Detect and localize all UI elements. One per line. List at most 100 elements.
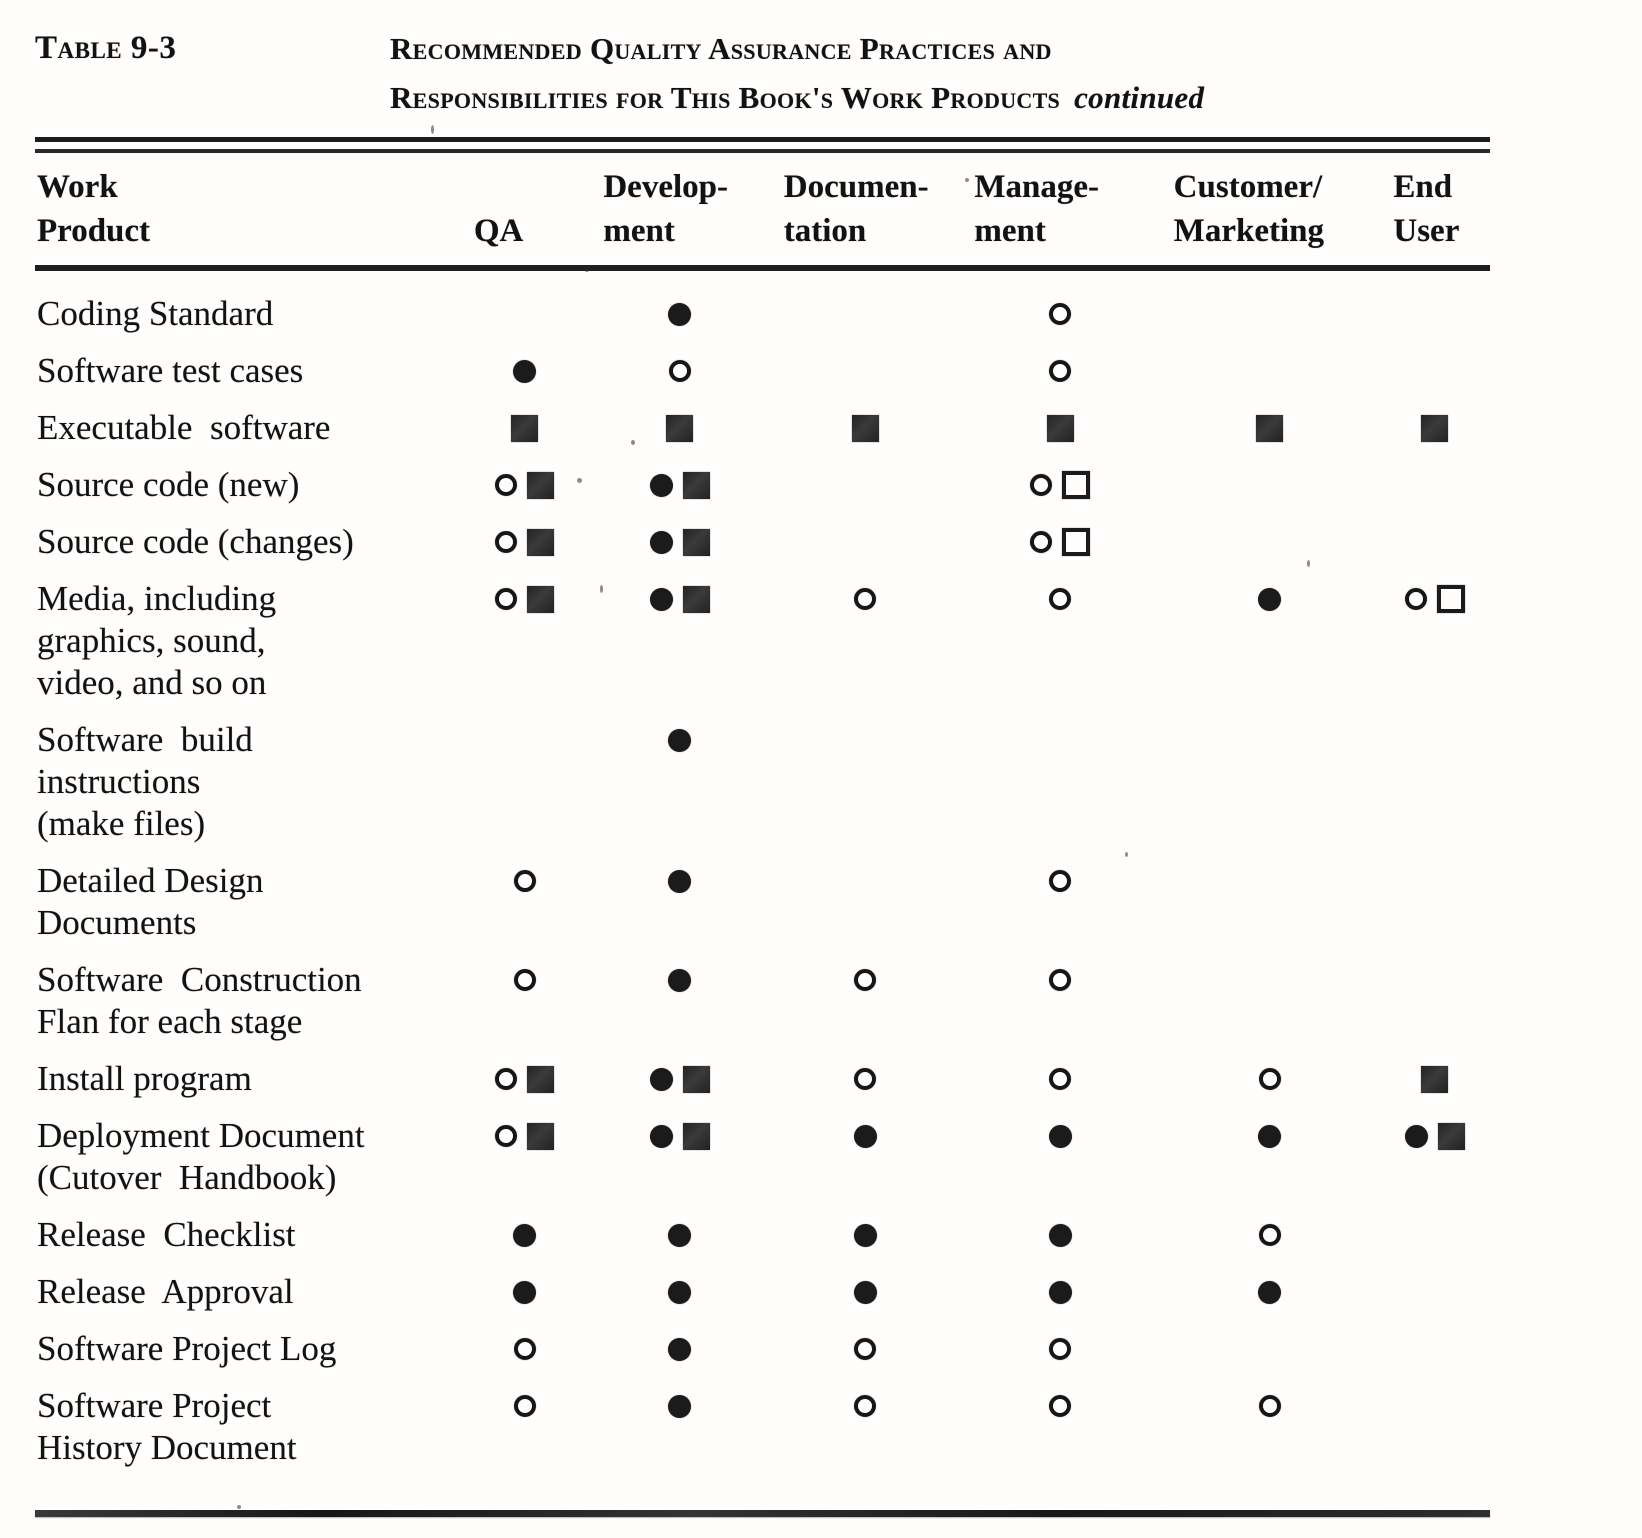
open-circle-icon — [854, 588, 877, 611]
continued-marker: continued — [1074, 80, 1205, 115]
responsibility-cell — [460, 350, 589, 407]
responsibility-cell — [589, 1214, 769, 1271]
responsibility-cell — [1379, 959, 1490, 1058]
responsibility-cell — [460, 1214, 589, 1271]
responsibility-cell — [1160, 1385, 1380, 1484]
open-circle-icon — [1049, 588, 1071, 611]
responsibility-cell — [1379, 464, 1490, 521]
responsibility-cell — [770, 1214, 961, 1271]
open-circle-icon — [1030, 531, 1052, 554]
table-label: Table 9-3 — [35, 30, 177, 66]
filled-square-icon — [682, 585, 710, 613]
responsibility-cell — [1160, 860, 1380, 959]
responsibility-cell — [960, 860, 1159, 959]
work-product-label: Media, including graphics, sound, video,… — [37, 579, 277, 702]
filled-circle-icon — [649, 1067, 673, 1091]
open-circle-icon — [495, 1068, 518, 1091]
scan-speck — [431, 125, 434, 134]
filled-square-icon — [682, 1065, 710, 1093]
filled-circle-icon — [668, 728, 692, 752]
table-title-block: Table 9-3 Recommended Quality Assurance … — [35, 24, 1490, 122]
filled-square-icon — [511, 414, 539, 442]
filled-square-icon — [527, 471, 555, 499]
responsibility-cell — [460, 268, 589, 350]
responsibility-cell — [770, 1328, 961, 1385]
responsibility-cell — [960, 350, 1159, 407]
table-row: Executable software — [35, 407, 1490, 464]
responsibility-cell — [589, 350, 769, 407]
responsibility-cell — [1379, 1328, 1490, 1385]
filled-circle-icon — [853, 1124, 877, 1148]
open-square-icon — [1062, 528, 1090, 557]
responsibility-cell — [770, 1058, 961, 1115]
responsibility-cell — [1160, 407, 1380, 464]
responsibility-cell — [1379, 350, 1490, 407]
responsibility-cell — [460, 1328, 589, 1385]
responsibility-cell — [460, 1271, 589, 1328]
responsibility-cell — [770, 1385, 961, 1484]
open-circle-icon — [854, 1338, 877, 1361]
work-product-label: Coding Standard — [37, 294, 274, 333]
responsibility-cell — [589, 1328, 769, 1385]
scan-speck — [1307, 560, 1310, 567]
open-circle-icon — [513, 1338, 536, 1361]
open-circle-icon — [1404, 588, 1427, 611]
responsibility-cell — [589, 1115, 769, 1214]
open-circle-icon — [1049, 870, 1071, 893]
responsibility-cell — [589, 959, 769, 1058]
responsibility-cell — [1160, 464, 1380, 521]
responsibility-cell — [770, 1115, 961, 1214]
scan-speck — [237, 1505, 241, 1509]
open-circle-icon — [854, 969, 877, 992]
header-line: tation — [783, 213, 867, 249]
filled-square-icon — [1437, 1122, 1465, 1150]
scan-speck — [631, 440, 635, 445]
open-circle-icon — [513, 1395, 536, 1418]
table-row: Media, including graphics, sound, video,… — [35, 578, 1490, 719]
column-header-end-user: End User — [1379, 153, 1490, 271]
responsibility-cell — [1160, 1271, 1380, 1328]
top-double-rule — [35, 137, 1490, 153]
responsibility-cell — [960, 578, 1159, 719]
table-row: Software Project History Document — [35, 1385, 1490, 1484]
filled-circle-icon — [668, 302, 692, 326]
filled-circle-icon — [1258, 587, 1282, 611]
table-title: Recommended Quality Assurance Practices … — [390, 24, 1204, 122]
responsibility-cell — [1379, 1214, 1490, 1271]
open-square-icon — [1436, 585, 1465, 614]
open-circle-icon — [1258, 1395, 1281, 1418]
table-row: Source code (new) — [35, 464, 1490, 521]
filled-circle-icon — [513, 359, 537, 383]
table-row: Release Approval — [35, 1271, 1490, 1328]
responsibility-cell — [770, 350, 961, 407]
responsibility-cell — [1379, 1385, 1490, 1484]
responsibility-cell — [460, 719, 589, 860]
open-circle-icon — [1049, 1395, 1071, 1418]
work-product-label: Software Project Log — [37, 1329, 337, 1368]
column-header-management: Manage- ment — [960, 153, 1160, 271]
table-title-line1: Recommended Quality Assurance Practices … — [390, 31, 1052, 66]
responsibility-cell — [770, 407, 961, 464]
work-product-label: Software Project History Document — [37, 1386, 297, 1467]
open-circle-icon — [1049, 969, 1071, 992]
filled-circle-icon — [649, 1124, 673, 1148]
filled-square-icon — [527, 1065, 555, 1093]
open-circle-icon — [495, 531, 518, 554]
responsibility-cell — [460, 464, 589, 521]
scan-speck — [965, 178, 969, 182]
filled-circle-icon — [649, 530, 673, 554]
responsibility-cell — [1379, 1271, 1490, 1328]
header-line: Work — [37, 169, 118, 205]
responsibility-cell — [460, 860, 589, 959]
filled-square-icon — [527, 585, 555, 613]
work-product-label: Source code (new) — [37, 465, 300, 504]
open-circle-icon — [1258, 1224, 1281, 1247]
responsibility-cell — [960, 521, 1159, 578]
filled-square-icon — [1046, 414, 1074, 442]
work-product-label: Detailed Design Documents — [37, 861, 264, 942]
filled-circle-icon — [1048, 1280, 1072, 1304]
header-line: User — [1393, 213, 1460, 249]
responsibility-cell — [960, 1385, 1159, 1484]
responsibility-cell — [960, 959, 1159, 1058]
responsibility-cell — [589, 578, 769, 719]
